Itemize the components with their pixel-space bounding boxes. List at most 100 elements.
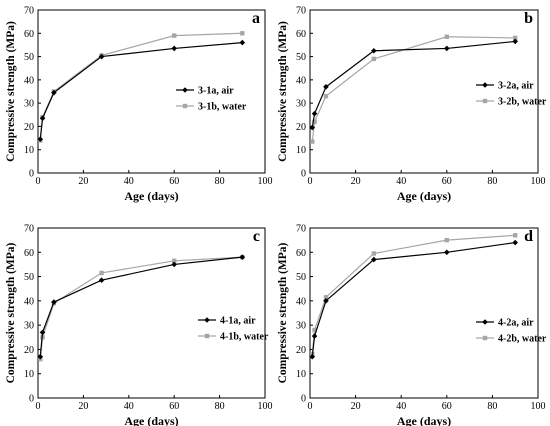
x-axis-ticks: 0 20 40 60 80 100 bbox=[308, 395, 546, 412]
data-point bbox=[172, 258, 177, 263]
panel-letter: c bbox=[253, 228, 260, 245]
data-point bbox=[444, 249, 450, 256]
x-axis-title: Age (days) bbox=[397, 189, 451, 203]
data-point bbox=[37, 353, 44, 360]
x-tick-label: 40 bbox=[124, 401, 134, 412]
legend-label: 3-2a, air bbox=[498, 81, 534, 92]
y-tick-label: 50 bbox=[24, 272, 34, 283]
x-tick-label: 60 bbox=[442, 401, 452, 412]
x-axis-ticks: 0 20 40 60 80 100 bbox=[308, 170, 546, 187]
y-tick-label: 30 bbox=[296, 99, 306, 110]
data-point bbox=[171, 261, 177, 268]
y-tick-label: 50 bbox=[296, 52, 306, 63]
data-point bbox=[98, 277, 105, 284]
plot-frame bbox=[37, 227, 266, 399]
y-tick-label: 60 bbox=[24, 29, 34, 40]
data-point bbox=[323, 295, 329, 300]
data-point bbox=[39, 329, 46, 336]
series-water bbox=[310, 34, 518, 144]
y-tick-label: 20 bbox=[24, 122, 34, 133]
legend-label: 3-2b, water bbox=[498, 97, 547, 108]
data-point bbox=[311, 110, 318, 117]
x-tick-label: 0 bbox=[36, 176, 41, 187]
x-tick-label: 20 bbox=[351, 401, 361, 412]
y-axis-ticks: 0 10 20 30 40 50 60 70 bbox=[296, 6, 313, 180]
x-axis-title: Age (days) bbox=[397, 414, 451, 426]
y-tick-label: 20 bbox=[296, 122, 306, 133]
x-tick-label: 20 bbox=[78, 401, 88, 412]
y-axis-title: Compressive strength (MPa) bbox=[5, 242, 17, 383]
panel-letter: d bbox=[524, 228, 533, 245]
legend-label: 4-2b, water bbox=[498, 334, 547, 345]
series-line bbox=[39, 256, 243, 357]
y-tick-label: 30 bbox=[296, 321, 306, 332]
y-tick-label: 70 bbox=[296, 224, 306, 235]
legend-label: 3-1b, water bbox=[198, 102, 247, 113]
data-point bbox=[513, 233, 518, 238]
legend-marker bbox=[182, 87, 188, 93]
data-point bbox=[444, 237, 449, 243]
data-point bbox=[51, 89, 57, 96]
panel-b: 0 20 40 60 80 100 0 10 20 30 40 50 60 70 Age (days) Com… bbox=[277, 6, 547, 204]
y-axis-title: Compressive strength (MPa) bbox=[277, 21, 289, 162]
x-axis-ticks: 0 20 40 60 80 100 bbox=[36, 170, 273, 187]
x-tick-label: 20 bbox=[78, 176, 88, 187]
y-tick-label: 70 bbox=[24, 6, 34, 17]
x-axis-title: Age (days) bbox=[124, 414, 178, 426]
data-point bbox=[512, 239, 518, 246]
y-tick-label: 40 bbox=[296, 296, 306, 307]
data-point bbox=[323, 93, 329, 99]
legend-label: 4-1b, water bbox=[220, 332, 269, 343]
x-tick-label: 40 bbox=[396, 176, 406, 187]
data-point bbox=[37, 136, 44, 143]
data-point bbox=[172, 33, 177, 38]
y-tick-label: 60 bbox=[296, 248, 306, 259]
y-tick-label: 20 bbox=[24, 345, 34, 356]
data-point bbox=[312, 119, 317, 124]
x-tick-label: 60 bbox=[169, 176, 179, 187]
x-tick-label: 20 bbox=[351, 176, 361, 187]
x-tick-label: 0 bbox=[308, 401, 313, 412]
x-tick-label: 60 bbox=[169, 401, 179, 412]
panel-d: 0 20 40 60 80 100 0 10 20 30 40 50 60 70 Age (days) Com… bbox=[277, 224, 547, 426]
data-point bbox=[371, 251, 377, 256]
y-tick-label: 40 bbox=[296, 75, 306, 86]
legend: 3-1a, air 3-1b, water bbox=[176, 86, 247, 113]
legend-marker bbox=[204, 333, 210, 339]
data-point bbox=[39, 115, 46, 122]
y-tick-label: 10 bbox=[296, 369, 306, 380]
y-tick-label: 40 bbox=[24, 75, 34, 86]
x-tick-label: 100 bbox=[531, 401, 546, 412]
x-tick-label: 80 bbox=[487, 401, 497, 412]
data-point bbox=[51, 299, 57, 305]
series-line bbox=[39, 42, 243, 140]
legend-marker bbox=[482, 335, 488, 341]
y-tick-label: 60 bbox=[296, 29, 306, 40]
x-tick-label: 40 bbox=[396, 401, 406, 412]
x-axis-title: Age (days) bbox=[124, 189, 178, 203]
x-tick-label: 80 bbox=[487, 176, 497, 187]
data-point bbox=[371, 56, 377, 62]
y-axis-title: Compressive strength (MPa) bbox=[5, 21, 17, 162]
y-axis-ticks: 0 10 20 30 40 50 60 70 bbox=[24, 224, 41, 405]
x-tick-label: 100 bbox=[258, 176, 273, 187]
data-point bbox=[240, 31, 245, 36]
series-line bbox=[39, 256, 243, 360]
data-point bbox=[444, 45, 450, 52]
x-tick-label: 60 bbox=[442, 176, 452, 187]
series-line bbox=[311, 36, 516, 142]
plot-frame bbox=[309, 9, 539, 174]
series-air bbox=[37, 254, 246, 360]
x-tick-label: 0 bbox=[36, 401, 41, 412]
legend-label: 3-1a, air bbox=[198, 86, 234, 97]
y-tick-label: 70 bbox=[296, 6, 306, 17]
data-point bbox=[309, 353, 316, 360]
legend-marker bbox=[182, 103, 188, 109]
data-point bbox=[312, 327, 317, 333]
x-tick-label: 100 bbox=[531, 176, 546, 187]
series-air bbox=[309, 239, 518, 360]
data-point bbox=[239, 254, 246, 260]
panel-a: 0 20 40 60 80 100 0 10 20 30 40 50 60 70 Age (days) Com… bbox=[5, 6, 273, 204]
legend: 3-2a, air 3-2b, water bbox=[476, 81, 547, 108]
y-tick-label: 0 bbox=[301, 169, 306, 180]
